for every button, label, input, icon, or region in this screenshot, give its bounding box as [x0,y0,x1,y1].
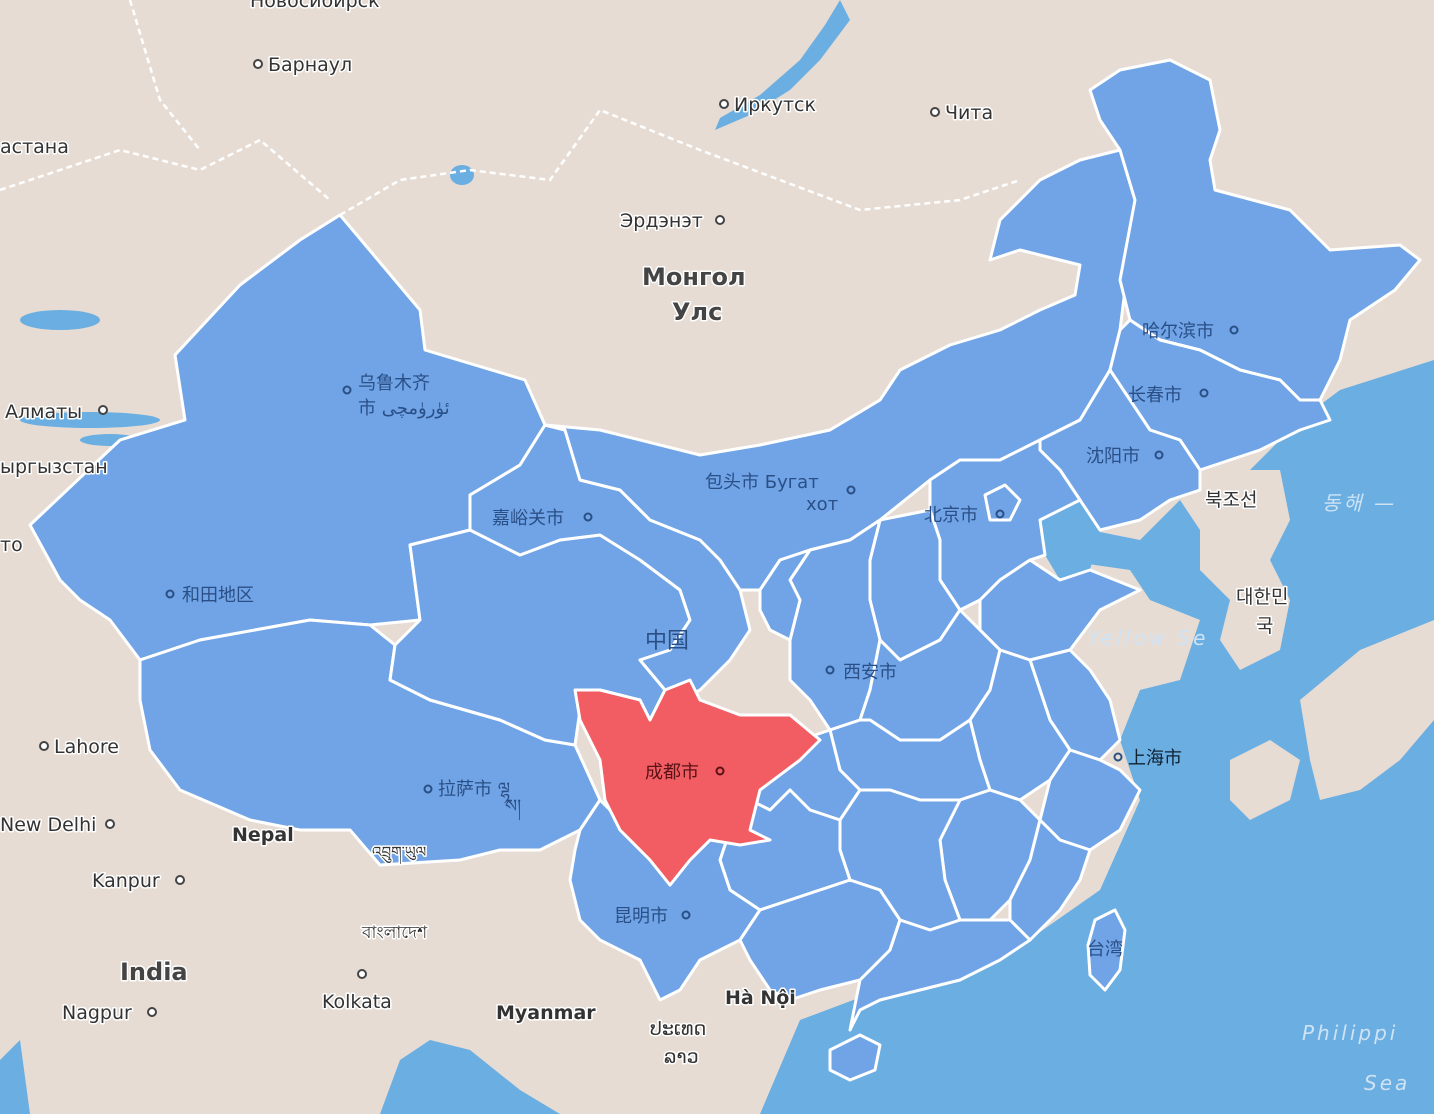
lake-baikal [715,0,850,130]
sea-bohai [1040,500,1100,580]
region-hainan[interactable] [828,1033,882,1082]
label-east-sea: 동해 — [1322,491,1397,515]
city-dot [715,215,725,225]
label-philippine-sea-2: Sea [1364,1071,1410,1095]
region-sichuan-highlighted[interactable] [573,678,822,887]
city-dot [98,405,108,415]
label-barnaul: Барнаул [268,54,352,76]
sea-arabian [0,1040,30,1114]
city-dot [357,969,367,979]
city-dot [423,784,433,794]
label-laos-1: ປະເທດ [650,1018,706,1040]
label-baotou: 包头市 Бугат [705,472,819,493]
city-dot [1113,752,1123,762]
city-dot [681,910,691,920]
label-mongolia-2: Улс [672,298,722,326]
label-nagpur: Nagpur [62,1002,132,1024]
city-dot [253,59,263,69]
label-hanoi: Hà Nội [725,987,796,1009]
region-ningxia[interactable] [758,548,812,642]
label-urumqi-2: 市 ئۈرۈمچى [358,398,450,419]
label-changchun: 长春市 [1128,385,1182,406]
label-kanpur: Kanpur [92,870,160,892]
lake-mongolia [450,165,474,185]
label-tashkent-partial: то [0,534,23,556]
korea-peninsula [1180,470,1290,670]
city-dot [719,99,729,109]
japan-south [1230,740,1300,820]
label-shenyang: 沈阳市 [1086,446,1140,467]
label-urumqi-1: 乌鲁木齐 [358,373,430,394]
city-dot [147,1007,157,1017]
label-almaty: Алматы [5,401,82,423]
label-yellow-sea: Yellow Se [1088,626,1208,650]
label-south-korea-2: 국 [1256,615,1273,637]
city-dot [846,485,856,495]
label-kyrgyzstan: ыргызстан [0,456,108,478]
label-nepal: Nepal [232,824,294,846]
city-dot [1199,388,1209,398]
label-lhasa-2: ས། [505,796,521,821]
label-erdenet: Эрдэнэт [620,210,703,232]
region-beijing[interactable] [983,483,1022,522]
label-china: 中国 [645,629,689,654]
label-hotan: 和田地区 [182,585,254,606]
map-labels: Новосибирск Барнаул астана Иркутск Чита … [0,0,1410,1095]
lake-zaysan [20,310,100,330]
city-dot [105,819,115,829]
city-dot [825,665,835,675]
label-irkutsk: Иркутск [734,94,816,116]
region-fujian[interactable] [1008,818,1092,942]
city-dot [583,512,593,522]
label-chengdu: 成都市 [645,762,699,783]
label-lhasa-1: 拉萨市 ལྷ [438,779,510,804]
label-philippine-sea-1: Philippi [1302,1021,1398,1045]
label-kunming: 昆明市 [614,906,668,927]
label-astana: астана [0,136,69,158]
japan [1300,620,1434,800]
border-mongolia-russia [339,108,1021,217]
label-taiwan: 台湾 [1087,939,1123,960]
city-dot [995,509,1005,519]
region-guangdong[interactable] [848,918,1032,1032]
border-kazakh [0,0,331,201]
lake-balkhash [20,412,160,428]
city-dot [930,107,940,117]
label-xian: 西安市 [843,662,897,683]
label-baotou-2: хот [806,494,838,515]
city-dot [715,766,725,776]
china-regions [28,58,1422,1082]
label-north-korea: 북조선 [1205,489,1257,511]
sea-bay-of-bengal [380,1040,560,1114]
city-dot [39,741,49,751]
city-dot [175,875,185,885]
label-new-delhi: New Delhi [0,814,96,836]
city-dot [1229,325,1239,335]
city-dot [1154,450,1164,460]
label-laos-2: ລາວ [664,1046,699,1068]
label-chita: Чита [945,102,993,124]
region-taiwan[interactable] [1086,908,1127,992]
label-myanmar: Myanmar [496,1002,596,1024]
label-lahore: Lahore [54,736,119,758]
label-novosibirsk: Новосибирск [250,0,380,12]
city-dot [165,589,175,599]
label-beijing: 北京市 [924,505,978,526]
label-south-korea-1: 대한민 [1236,586,1288,608]
label-kolkata: Kolkata [322,991,392,1013]
label-bangladesh: বাংলাদেশ [361,923,428,943]
label-shanghai: 上海市 [1128,748,1182,769]
region-heilongjiang[interactable] [1088,58,1422,402]
label-jiayuguan: 嘉峪关市 [492,508,564,529]
label-mongolia-1: Монгол [642,263,746,291]
label-india: India [120,958,188,986]
label-harbin: 哈尔滨市 [1142,321,1214,342]
city-dot [342,385,352,395]
